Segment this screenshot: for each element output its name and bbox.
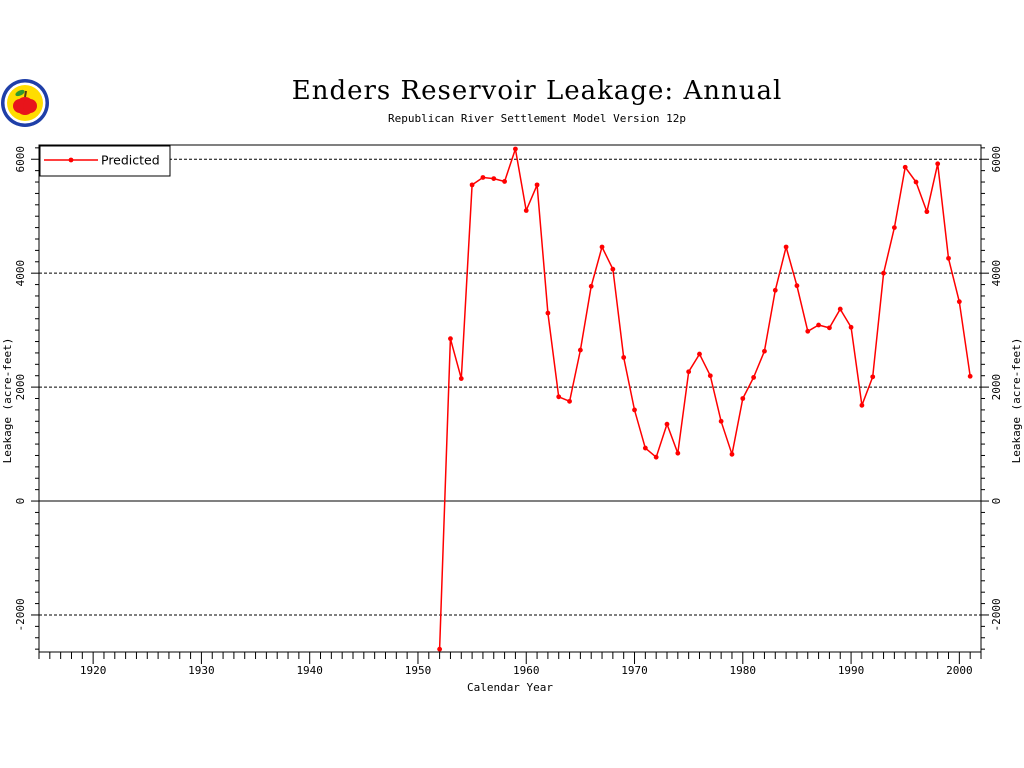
- y-tick-label-right: -2000: [990, 598, 1003, 631]
- data-point: [956, 299, 962, 305]
- data-point: [751, 375, 757, 380]
- x-tick-label: 1960: [513, 664, 540, 677]
- data-point: [718, 418, 724, 424]
- x-tick-label: 2000: [946, 664, 973, 677]
- data-point: [870, 374, 876, 380]
- data-point: [859, 402, 865, 408]
- data-point: [935, 161, 941, 167]
- data-point: [664, 421, 670, 427]
- data-point: [610, 266, 616, 272]
- data-point: [827, 325, 832, 331]
- data-point: [599, 244, 605, 250]
- data-point: [946, 255, 951, 261]
- data-point: [762, 348, 767, 354]
- chart-subtitle: Republican River Settlement Model Versio…: [387, 112, 686, 125]
- y-tick-label-right: 2000: [990, 374, 1003, 401]
- data-point: [924, 209, 930, 215]
- data-point: [913, 179, 919, 185]
- data-point: [534, 182, 540, 188]
- x-axis-label: Calendar Year: [467, 681, 553, 694]
- data-point: [513, 146, 518, 152]
- y-tick-label: 2000: [14, 374, 27, 401]
- data-point: [523, 208, 529, 213]
- x-tick-label: 1940: [296, 664, 323, 677]
- data-point: [567, 398, 572, 404]
- data-point: [707, 373, 713, 379]
- data-point: [675, 450, 681, 456]
- data-point: [783, 244, 789, 250]
- series-line-predicted: [438, 148, 971, 650]
- x-tick-label: 1980: [730, 664, 757, 677]
- y-tick-label-right: 6000: [990, 146, 1003, 173]
- data-point: [794, 283, 800, 289]
- data-point: [686, 369, 692, 375]
- y-tick-label: 0: [14, 498, 27, 505]
- y-tick-label: 4000: [14, 260, 27, 287]
- legend-label-predicted: Predicted: [101, 153, 160, 168]
- y-tick-label: -2000: [14, 598, 27, 631]
- data-point: [577, 347, 583, 353]
- y-tick-label-right: 4000: [990, 260, 1003, 287]
- data-point: [642, 445, 648, 451]
- data-point: [545, 310, 551, 316]
- y-tick-label: 6000: [14, 146, 27, 173]
- data-point: [448, 336, 453, 342]
- data-point: [848, 324, 854, 330]
- legend-swatch-point: [68, 157, 74, 163]
- legend-box: [39, 145, 171, 177]
- x-tick-label: 1930: [188, 664, 215, 677]
- y-axis-label-right: Leakage (acre-feet): [1010, 338, 1023, 464]
- data-point: [902, 164, 908, 170]
- data-point: [740, 396, 746, 401]
- x-tick-label: 1950: [405, 664, 432, 677]
- data-point: [632, 407, 637, 413]
- data-point: [556, 394, 562, 400]
- data-point: [491, 176, 497, 182]
- plot-frame: [38, 144, 982, 653]
- data-point: [697, 351, 702, 357]
- y-tick-label-right: 0: [990, 498, 1003, 505]
- data-point: [653, 454, 659, 460]
- data-point: [881, 270, 886, 276]
- data-point: [816, 322, 821, 328]
- data-point: [502, 179, 507, 184]
- apple-seal-logo: [1, 79, 49, 127]
- x-tick-label: 1970: [621, 664, 648, 677]
- data-point: [437, 646, 443, 652]
- data-point: [588, 283, 594, 289]
- data-point: [621, 355, 627, 360]
- data-point: [480, 175, 486, 180]
- data-point: [837, 306, 843, 312]
- data-point: [469, 182, 475, 188]
- x-tick-label: 1920: [80, 664, 107, 677]
- data-point: [805, 328, 811, 334]
- y-axis-label: Leakage (acre-feet): [1, 338, 14, 464]
- data-point: [458, 376, 464, 381]
- data-point: [967, 373, 973, 379]
- data-point: [891, 225, 897, 231]
- data-point: [729, 451, 735, 457]
- chart-title: Enders Reservoir Leakage: Annual: [291, 76, 783, 106]
- data-point: [772, 287, 778, 293]
- x-tick-label: 1990: [838, 664, 865, 677]
